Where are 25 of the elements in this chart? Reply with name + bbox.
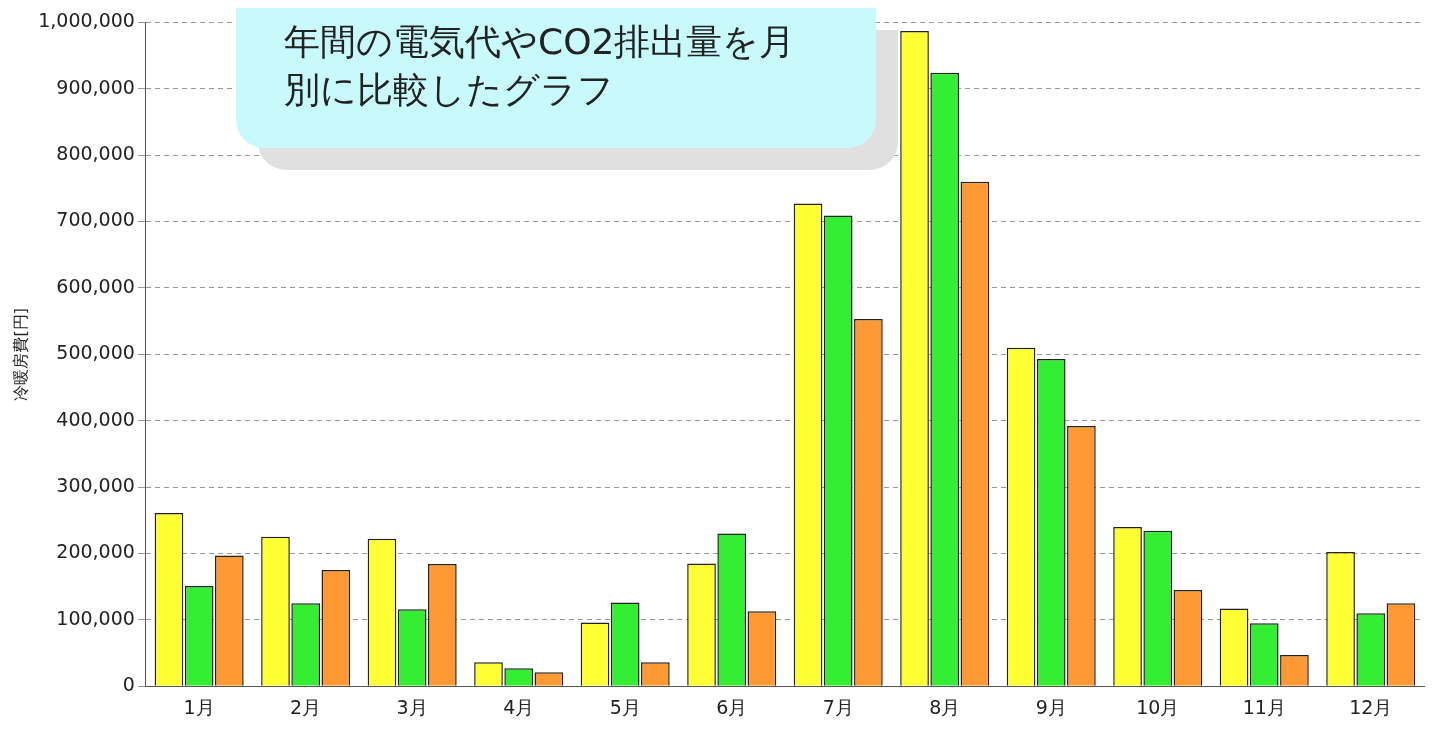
x-tick-label: 5月 bbox=[609, 695, 641, 718]
y-axis-title: 冷暖房費[円] bbox=[10, 308, 30, 401]
y-tick-label: 1,000,000 bbox=[38, 9, 135, 32]
y-tick-label: 500,000 bbox=[56, 341, 135, 364]
y-tick-label: 800,000 bbox=[56, 142, 135, 165]
x-tick-label: 2月 bbox=[290, 695, 322, 718]
x-tick-label: 8月 bbox=[929, 695, 961, 718]
y-tick-label: 200,000 bbox=[56, 540, 135, 563]
y-tick-label: 400,000 bbox=[56, 407, 135, 430]
x-tick-label: 6月 bbox=[716, 695, 748, 718]
x-tick-label: 3月 bbox=[396, 695, 428, 718]
x-tick-label: 12月 bbox=[1349, 695, 1393, 718]
y-tick-label: 600,000 bbox=[56, 274, 135, 297]
x-tick-label: 7月 bbox=[822, 695, 854, 718]
x-tick-label: 1月 bbox=[183, 695, 215, 718]
y-tick-label: 100,000 bbox=[56, 606, 135, 629]
x-tick-label: 11月 bbox=[1242, 695, 1286, 718]
x-tick-label: 4月 bbox=[503, 695, 535, 718]
y-tick-label: 700,000 bbox=[56, 208, 135, 231]
x-tick-label: 9月 bbox=[1035, 695, 1067, 718]
text: 年間の電気代やCO2排出量を月別に比較したグラフ bbox=[284, 20, 797, 112]
x-tick-label: 10月 bbox=[1136, 695, 1180, 718]
y-tick-label: 900,000 bbox=[56, 75, 135, 98]
y-tick-label: 0 bbox=[122, 673, 135, 696]
y-tick-label: 300,000 bbox=[56, 474, 135, 496]
